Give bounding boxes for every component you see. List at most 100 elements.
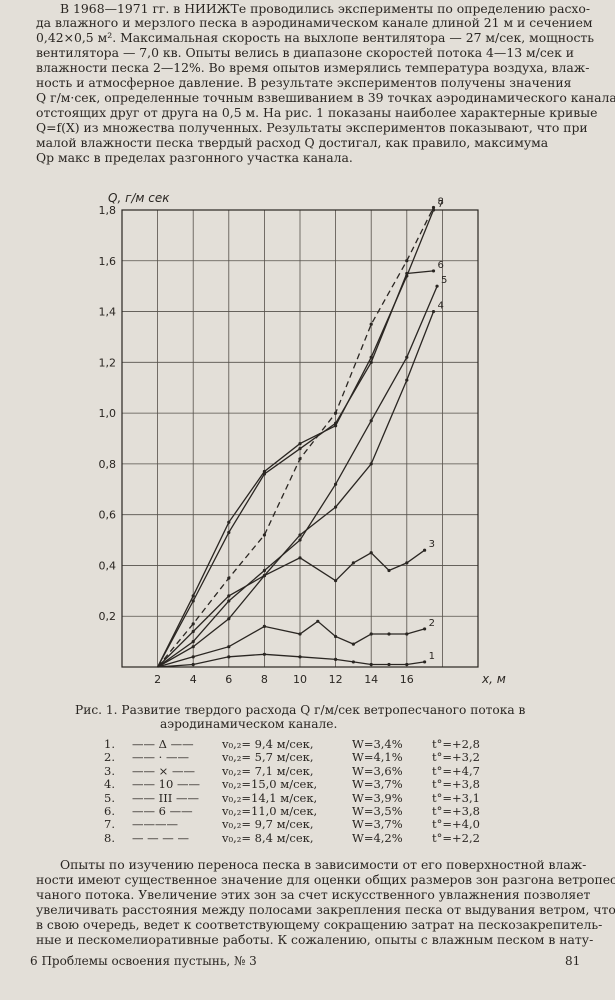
figure-caption: аэродинамическом канале. — [160, 717, 338, 731]
series-point-2 — [369, 632, 373, 636]
series-point-5 — [227, 599, 231, 603]
series-point-5 — [298, 538, 302, 542]
legend-v: v₀,₂= 5,7 м/сек, — [222, 750, 314, 765]
series-point-7 — [431, 208, 436, 212]
series-point-7 — [191, 594, 195, 598]
series-point-2 — [423, 627, 427, 631]
series-point-5 — [191, 640, 195, 644]
series-point-1 — [227, 655, 231, 659]
series-end-label: 6 — [438, 260, 444, 271]
series-point-3 — [298, 556, 302, 560]
series-point-6 — [191, 599, 195, 603]
series-point-8 — [298, 457, 302, 461]
legend-n: 4. — [104, 777, 115, 792]
series-point-6 — [227, 530, 231, 535]
text-line: Qр макс в пределах разгонного участка ка… — [36, 150, 353, 165]
legend-n: 7. — [104, 817, 115, 832]
series-point-3 — [351, 561, 355, 565]
legend-mark: —— 6 —— — [132, 804, 193, 819]
text-line: увеличивать расстояния между полосами за… — [36, 902, 615, 917]
x-tick-label: 10 — [293, 673, 307, 686]
legend-t: t°=+3,8 — [432, 804, 480, 819]
series-point-4 — [191, 645, 195, 649]
y-tick-label: 0,4 — [99, 559, 117, 572]
series-point-5 — [334, 482, 338, 486]
series-point-1 — [298, 655, 302, 659]
figure-caption: Рис. 1. Развитие твердого расхода Q г/м/… — [75, 703, 526, 717]
text-line: влажности песка 2—12%. Во время опытов и… — [36, 60, 590, 75]
series-point-5 — [369, 419, 373, 423]
legend-t: t°=+2,2 — [432, 830, 480, 845]
series-point-3 — [227, 594, 231, 598]
series-point-7 — [405, 274, 409, 278]
x-tick-label: 14 — [364, 673, 378, 686]
text-line: отстоящих друг от друга на 0,5 м. На рис… — [36, 105, 598, 120]
legend-row: 6. —— 6 —— v₀,₂=11,0 м/сек, W=3,5% t°=+3,8 — [104, 804, 512, 819]
text-line: малой влажности песка твердый расход Q д… — [36, 135, 549, 150]
series-point-2 — [316, 619, 320, 623]
legend-w: W=3,7% — [352, 817, 403, 832]
legend-v: v₀,₂= 7,1 м/сек, — [222, 763, 314, 778]
legend-w: W=3,5% — [352, 804, 403, 819]
x-axis-label: x, м — [481, 672, 506, 686]
legend-t: t°=+2,8 — [432, 737, 480, 751]
text-line: В 1968—1971 гг. в НИИЖТе проводились экс… — [60, 1, 591, 16]
legend-t: t°=+4,0 — [432, 817, 480, 832]
legend-n: 2. — [104, 750, 115, 765]
text-line: Q=f(X) из множества полученных. Результа… — [36, 120, 588, 135]
series-point-2 — [405, 632, 409, 636]
text-line: Q г/м·сек, определенные точным взвешиван… — [36, 90, 615, 105]
legend-mark: ———— — [132, 817, 178, 832]
series-point-7 — [262, 469, 266, 474]
legend-mark: —— 10 —— — [132, 777, 200, 792]
text-line: 0,42×0,5 м². Максимальная скорость на вы… — [36, 30, 594, 45]
series-end-label: 1 — [429, 651, 435, 662]
series-point-7 — [227, 520, 231, 524]
text-line: ные и пескомелиоративные работы. К сожал… — [36, 932, 594, 947]
series-point-2 — [227, 645, 231, 649]
series-point-2 — [191, 655, 195, 659]
series-line-4 — [157, 311, 435, 668]
text-line: ность и атмосферное давление. В результа… — [36, 75, 572, 90]
legend-v: v₀,₂= 9,4 м/сек, — [222, 737, 314, 751]
legend-row: 5. —— III —— v₀,₂=14,1 м/сек, W=3,9% t°=+3,1 — [104, 790, 512, 805]
y-tick-label: 0,8 — [99, 458, 117, 471]
series-point-2 — [387, 632, 391, 636]
legend-n: 5. — [104, 790, 115, 805]
page-number: 81 — [565, 954, 581, 968]
series-point-8 — [369, 322, 373, 326]
series-point-6 — [298, 447, 302, 451]
y-tick-label: 0,6 — [99, 509, 117, 522]
series-end-label: 5 — [441, 275, 447, 286]
series-point-1 — [262, 652, 266, 656]
series-end-label: 2 — [429, 618, 435, 629]
series-end-label: 7 — [438, 199, 444, 210]
y-tick-label: 1,6 — [99, 255, 117, 268]
series-point-3 — [423, 548, 427, 552]
legend-row: 3. —— × —— v₀,₂= 7,1 м/сек, W=3,6% t°=+4,7 — [104, 763, 512, 778]
legend-w: W=3,4% — [352, 737, 403, 751]
legend-mark: —— × —— — [132, 763, 195, 778]
series-point-4 — [227, 617, 231, 621]
legend-mark: —— III —— — [132, 790, 199, 805]
series-line-7 — [157, 209, 435, 668]
series-point-4 — [298, 533, 302, 537]
series-line-5 — [157, 285, 438, 668]
series-point-6 — [369, 360, 373, 364]
legend-t: t°=+4,7 — [432, 763, 480, 778]
x-tick-label: 16 — [400, 673, 414, 686]
series-point-8 — [334, 411, 338, 415]
series-end-label: 3 — [429, 539, 435, 550]
legend-w: W=4,1% — [352, 750, 403, 765]
y-axis-label: Q, г/м сек — [108, 191, 170, 205]
text-line: в свою очередь, ведет к соответствующему… — [36, 917, 603, 932]
legend-row: 2. —— · —— v₀,₂= 5,7 м/сек, W=4,1% t°=+3,2 — [104, 750, 512, 765]
legend-v: v₀,₂= 9,7 м/сек, — [222, 817, 314, 832]
series-point-4 — [431, 309, 436, 314]
legend-w: W=4,2% — [352, 830, 403, 845]
series-point-1 — [334, 657, 338, 661]
text-line: Опыты по изучению переноса песка в завис… — [60, 857, 587, 872]
y-tick-label: 1,8 — [99, 204, 117, 217]
series-point-5 — [262, 568, 266, 573]
